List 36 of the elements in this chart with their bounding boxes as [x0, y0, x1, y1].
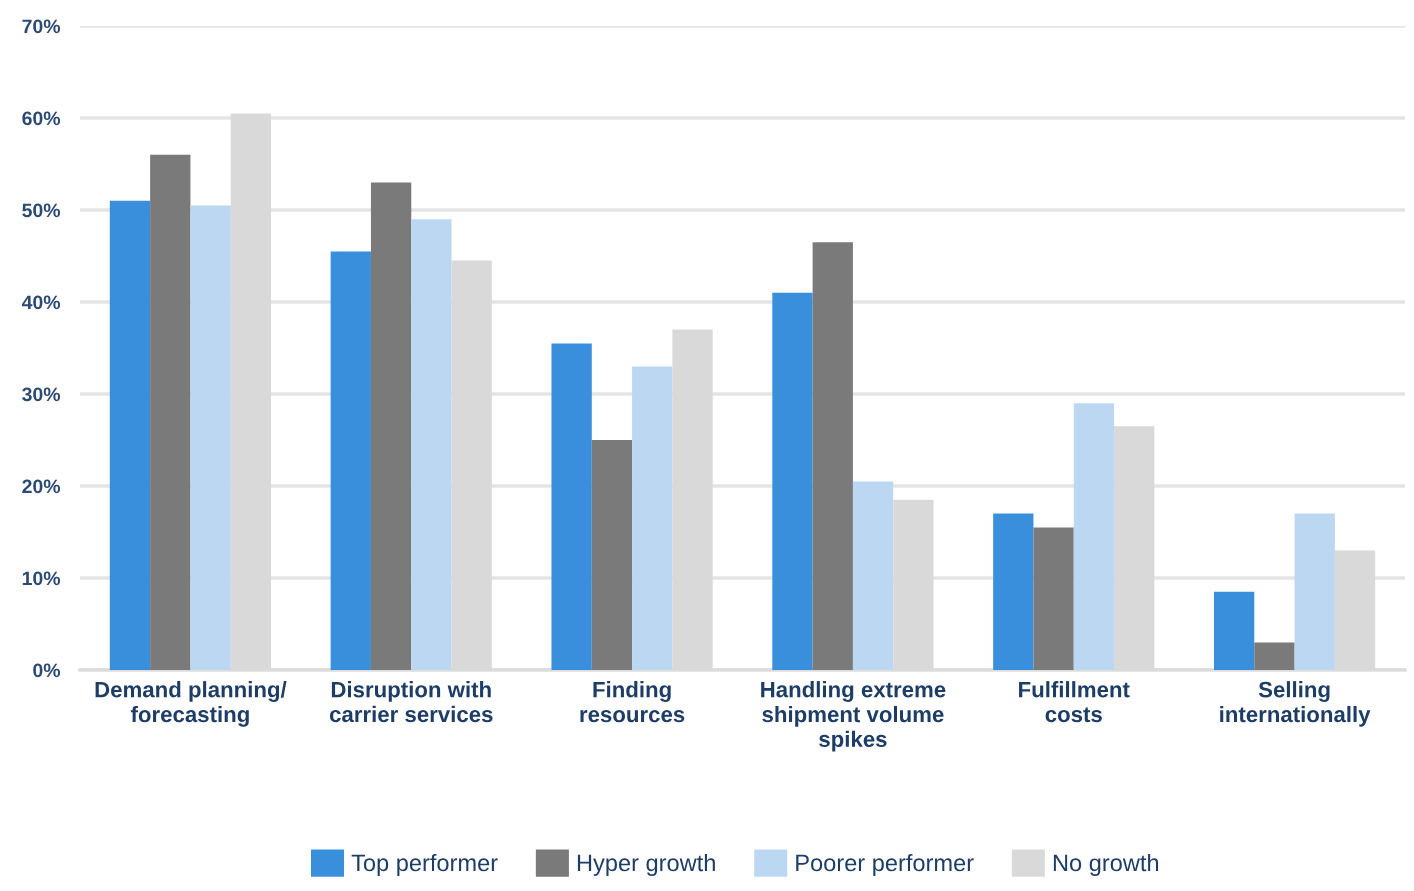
legend-label: Poorer performer — [796, 853, 974, 876]
y-tick-label: 70% — [22, 19, 61, 34]
bar — [109, 200, 151, 670]
bar — [150, 154, 191, 670]
x-tick-label: Selling internationally — [1220, 681, 1371, 727]
x-tick-label: Handling extreme shipment volume spikes — [761, 681, 946, 752]
bar — [1254, 642, 1295, 670]
bar — [632, 366, 673, 670]
y-tick-label: 30% — [22, 387, 61, 402]
y-tick-label: 60% — [22, 111, 61, 126]
legend-label: No growth — [1053, 853, 1159, 876]
bar — [1294, 513, 1335, 670]
legend-label: Hyper growth — [577, 853, 715, 876]
bar — [1073, 403, 1115, 670]
bar — [1213, 591, 1255, 670]
y-tick-label: 40% — [21, 295, 61, 310]
bar — [330, 251, 371, 670]
bar — [852, 481, 894, 670]
bar — [591, 440, 633, 670]
bar — [190, 205, 231, 670]
bar — [370, 182, 412, 670]
y-tick-label: 10% — [22, 571, 61, 586]
y-tick-label: 50% — [22, 203, 61, 218]
bar — [812, 242, 853, 670]
x-tick-label: Disruption with carrier services — [329, 681, 493, 723]
y-tick-label: 0% — [33, 663, 61, 678]
bar — [772, 292, 813, 670]
x-tick-label: Finding resources — [580, 681, 685, 723]
bar — [411, 219, 452, 670]
bar — [551, 343, 592, 670]
x-tick-label: Fulfillment costs — [1019, 681, 1130, 723]
bar — [993, 513, 1034, 670]
bar — [1033, 527, 1074, 670]
y-tick-label: 20% — [22, 479, 61, 494]
x-tick-label: Demand planning/ forecasting — [95, 681, 287, 727]
legend-label: Top performer — [351, 853, 498, 876]
